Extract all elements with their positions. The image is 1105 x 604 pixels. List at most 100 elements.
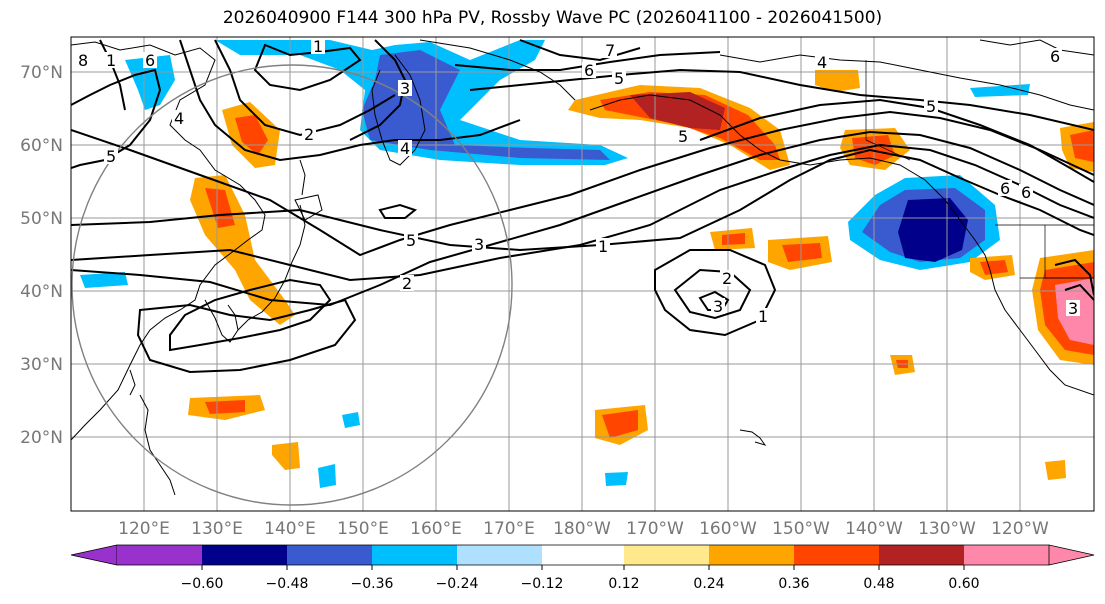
contour-1-north — [253, 43, 362, 92]
colorbar-segment — [542, 545, 624, 565]
contour-japan-low — [169, 278, 332, 352]
lon-label: 160°W — [699, 519, 757, 539]
colorbar-segment — [964, 545, 1049, 565]
lat-label: 60°N — [20, 136, 63, 156]
contour-ca-2 — [1064, 283, 1094, 301]
anomaly-pos-subtrop-1-core — [602, 410, 638, 438]
lon-label: 140°E — [264, 519, 316, 539]
contour-label: 6 — [1021, 183, 1031, 202]
coast-chukotka — [419, 39, 576, 101]
colorbar-segment — [117, 545, 202, 565]
lon-label: 130°W — [918, 519, 976, 539]
anomaly-pos-far-east-core — [1070, 130, 1094, 162]
lon-label: 170°E — [483, 519, 535, 539]
colorbar-tick-label: 0.48 — [863, 576, 894, 592]
contour-label: 3 — [713, 297, 723, 316]
contour-label: 2 — [402, 274, 412, 293]
latitude-labels: 70°N 60°N 50°N 40°N 30°N 20°N — [20, 63, 63, 448]
contour-label: 2 — [722, 269, 732, 288]
contour-west-b — [99, 39, 126, 111]
contour-label: 6 — [145, 51, 155, 70]
contour-label: 1 — [106, 51, 116, 70]
contour-5-north — [469, 68, 1094, 131]
contour-label: 8 — [78, 51, 88, 70]
colorbar-segment — [202, 545, 287, 565]
contour-ca-1 — [1054, 258, 1094, 296]
contour-label: 3 — [400, 79, 410, 98]
lat-label: 30°N — [20, 355, 63, 375]
lat-label: 70°N — [20, 63, 63, 83]
lon-label: 150°W — [772, 519, 830, 539]
contour-label: 4 — [400, 139, 410, 158]
colorbar-segment — [624, 545, 709, 565]
colorbar-segment — [879, 545, 964, 565]
contour-cutoff-2 — [673, 268, 752, 320]
anomaly-neg-alaska-gulf-core — [898, 198, 968, 262]
anomaly-neg-left-small — [80, 272, 128, 288]
colorbar-segment — [794, 545, 879, 565]
lon-label: 150°E — [337, 519, 389, 539]
colorbar-tick-label: −0.60 — [181, 576, 224, 592]
coast-alaska-w — [589, 94, 781, 161]
anomaly-neg-canada — [970, 84, 1030, 97]
contour-label: 3 — [474, 235, 484, 254]
contour-label: 2 — [304, 125, 314, 144]
borders — [865, 60, 1094, 279]
anomaly-pos-pacific-1-core — [722, 233, 745, 245]
contour-label: 5 — [614, 69, 624, 88]
coast-asia — [71, 41, 266, 441]
anomaly-pos-kamchatka-s — [815, 70, 860, 92]
contour-label: 3 — [1068, 299, 1078, 318]
contour-label: 5 — [678, 127, 688, 146]
coast-alaska-n — [719, 54, 1094, 111]
map-area — [71, 37, 1094, 511]
contour-labels: 8 1 6 4 5 2 3 4 1 7 6 5 4 5 6 6 6 5 5 3 … — [76, 37, 1080, 326]
colorbar: −0.60 −0.48 −0.36 −0.24 −0.12 0.12 0.24 … — [70, 544, 1095, 592]
colorbar-tick-label: −0.24 — [436, 576, 479, 592]
lon-label: 170°W — [626, 519, 684, 539]
contour-kurile — [378, 203, 418, 219]
anomaly-pos-subtrop-3 — [272, 442, 300, 470]
longitude-labels: 120°E 130°E 140°E 150°E 160°E 170°E 180°… — [118, 519, 1049, 539]
coast-hawaii — [739, 429, 767, 446]
colorbar-tick-label: 0.12 — [608, 576, 639, 592]
coast-alaska-s — [779, 157, 1094, 396]
contour-5-east — [71, 110, 1094, 257]
coast-philippines — [139, 394, 176, 496]
anomaly-pos-pacific-2-core — [782, 243, 822, 262]
contour-3-east — [71, 130, 1094, 307]
lon-label: 180°W — [553, 519, 611, 539]
contour-label: 1 — [598, 237, 608, 256]
distance-circle — [71, 64, 513, 506]
lon-label: 120°W — [991, 519, 1049, 539]
contour-label: 5 — [406, 231, 416, 250]
contour-label: 1 — [758, 307, 768, 326]
lon-label: 130°E — [191, 519, 243, 539]
colorbar-segment — [457, 545, 542, 565]
contour-west-a — [71, 68, 162, 169]
colorbar-tick-label: 0.24 — [693, 576, 724, 592]
coast-canada-ne — [979, 39, 1094, 56]
contour-label: 6 — [1000, 179, 1010, 198]
contour-7-north — [519, 39, 641, 62]
colorbar-segment — [372, 545, 457, 565]
lon-label: 160°E — [410, 519, 462, 539]
coastlines — [71, 39, 1094, 496]
contour-2-east — [71, 143, 1094, 282]
anomaly-neg-small-2 — [318, 464, 336, 488]
colorbar-tick-label: 0.60 — [948, 576, 979, 592]
lat-label: 40°N — [20, 282, 63, 302]
map-frame — [70, 36, 1095, 512]
colorbar-extend-right — [1048, 544, 1095, 566]
lon-label: 120°E — [118, 519, 170, 539]
contour-2-north — [214, 39, 396, 137]
lat-label: 50°N — [20, 209, 63, 229]
anomaly-pos-subtrop-2-core — [205, 400, 245, 414]
colorbar-tick-label: −0.12 — [521, 576, 564, 592]
anomaly-neg-small-3 — [605, 472, 628, 486]
contour-label: 5 — [106, 147, 116, 166]
anomaly-pos-bc-small-core — [980, 260, 1008, 275]
contour-label: 4 — [174, 109, 184, 128]
contour-label: 6 — [584, 61, 594, 80]
